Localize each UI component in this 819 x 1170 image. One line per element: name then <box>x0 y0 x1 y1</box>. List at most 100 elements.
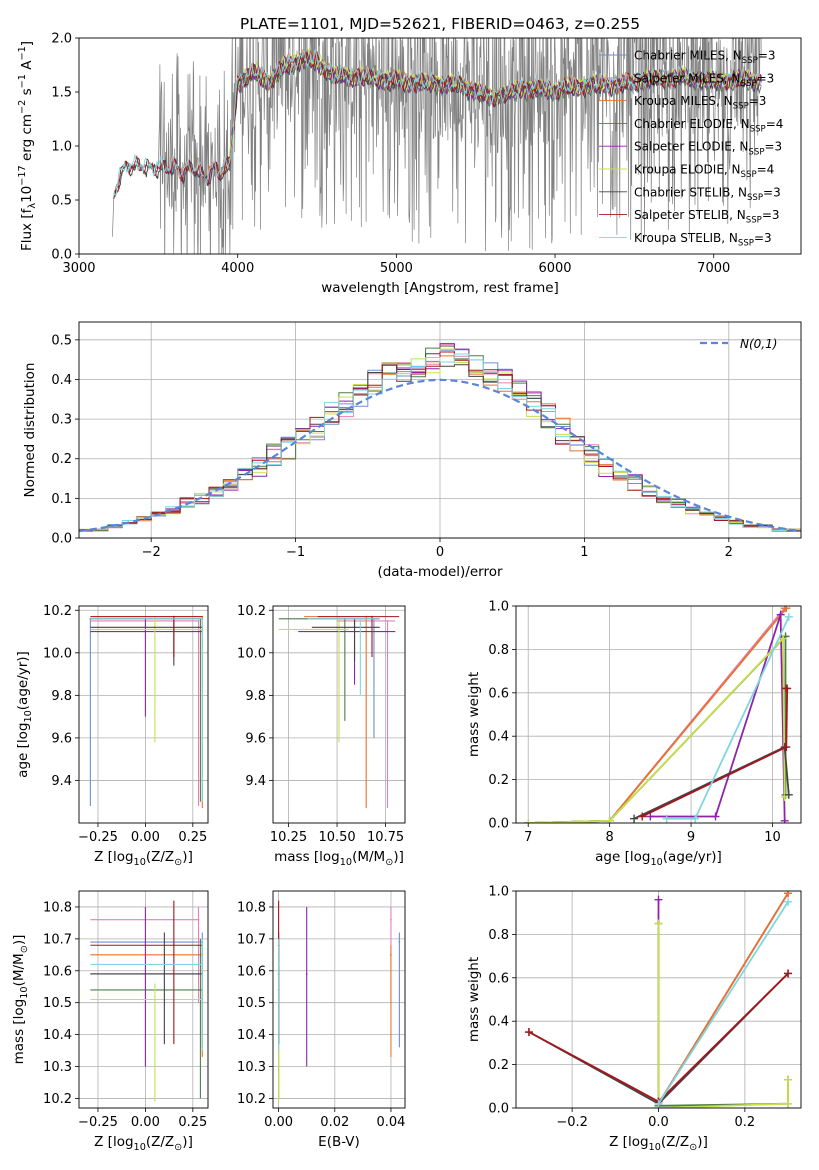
x-axis-label: (data-model)/error <box>377 564 503 580</box>
errorbar-point-9 <box>90 617 204 802</box>
model-spectrum-7 <box>113 52 762 197</box>
y-tick-label: 0.0 <box>51 248 72 263</box>
y-tick-label: 0.3 <box>51 413 72 428</box>
plus-marker <box>638 812 647 821</box>
y-tick-label: 0.5 <box>51 194 72 209</box>
plus-marker <box>784 790 793 799</box>
axes-age_vs_Z: −0.25 0.00 0.25 9.4 9.6 9.8 10.0 10.2 Z [log10(Z… <box>15 604 209 868</box>
axes-frame <box>78 605 209 824</box>
errorbar-point-8 <box>90 900 203 1045</box>
y-tick-label: 0.8 <box>488 928 509 943</box>
errorbar-point-9 <box>90 938 204 1051</box>
plus-marker <box>654 919 663 928</box>
legend-label: Salpeter STELIB, NSSP=3 <box>634 208 780 226</box>
errorbar-point-3 <box>90 945 204 1057</box>
massweight-line-4 <box>528 634 787 823</box>
x-tick-label: 0.00 <box>264 1115 293 1130</box>
y-axis-label: Normed distribution <box>22 363 38 498</box>
y-tick-label: 10.2 <box>237 604 266 619</box>
y-tick-label: 10.5 <box>43 996 72 1011</box>
legend-label: Salpeter MILES, NSSP=3 <box>634 71 774 89</box>
plus-marker <box>784 1099 793 1108</box>
y-tick-label: 10.8 <box>237 900 266 915</box>
plus-marker <box>776 610 785 619</box>
errorbar-point-5 <box>90 618 203 717</box>
y-tick-label: 9.4 <box>245 774 266 789</box>
plus-marker <box>662 814 671 823</box>
data-point <box>199 989 202 991</box>
plus-marker <box>605 816 614 823</box>
y-tick-label: 10.2 <box>43 604 72 619</box>
plus-marker <box>780 792 789 801</box>
axes-mass_vs_Z: −0.25 0.00 0.25 10.2 10.3 10.4 10.5 10.6 10.7 10.… <box>11 890 209 1153</box>
y-tick-label: 10.6 <box>237 964 266 979</box>
legend-label: N(0,1) <box>740 337 777 351</box>
y-tick-label: 0.6 <box>488 971 509 986</box>
x-tick-label: 10.75 <box>367 830 404 845</box>
y-tick-label: 10.4 <box>237 1028 266 1043</box>
plus-marker <box>782 684 791 693</box>
errorbar-point-9 <box>277 938 280 1051</box>
y-tick-label: 1.0 <box>488 885 509 900</box>
plot-area <box>90 900 204 1102</box>
x-tick-label: 6000 <box>538 261 571 276</box>
data-point <box>305 973 308 975</box>
y-tick-label: 10.3 <box>237 1060 266 1075</box>
legend-label: Salpeter ELODIE, NSSP=3 <box>634 140 782 158</box>
x-tick-label: 0 <box>436 545 444 560</box>
errorbar-point-6 <box>90 983 203 1102</box>
plus-marker <box>782 606 791 613</box>
plot-area <box>89 615 204 809</box>
plot-area <box>524 606 793 823</box>
x-tick-label: 9 <box>687 830 695 845</box>
plus-marker <box>779 634 788 643</box>
x-tick-label: 1 <box>580 545 588 560</box>
massweight-line-6 <box>528 636 786 823</box>
x-tick-label: 0.0 <box>648 1115 669 1130</box>
x-axis-label: Z [log10(Z/Z⊙)] <box>94 849 193 868</box>
plus-marker <box>784 612 793 621</box>
plus-marker <box>524 1028 533 1037</box>
errorbar-point-8 <box>90 615 203 658</box>
x-tick-label: 10.25 <box>270 830 307 845</box>
x-tick-label: −1 <box>286 545 305 560</box>
errorbar-point-2 <box>90 619 200 806</box>
y-tick-label: 10.2 <box>43 1092 72 1107</box>
axes-frame <box>272 890 406 1109</box>
y-tick-label: 0.4 <box>488 1015 509 1030</box>
legend-label: Kroupa MILES, NSSP=3 <box>634 94 766 112</box>
y-tick-label: 10.7 <box>237 932 266 947</box>
y-tick-label: 0.4 <box>488 730 509 745</box>
x-tick-label: −0.25 <box>78 830 118 845</box>
plus-marker <box>784 969 793 978</box>
massweight-line-5 <box>650 614 786 821</box>
x-tick-label: 3000 <box>62 261 95 276</box>
y-tick-label: 0.2 <box>488 773 509 788</box>
x-tick-label: −0.2 <box>556 1115 588 1130</box>
x-tick-label: 0.25 <box>178 830 207 845</box>
y-tick-label: 9.6 <box>51 731 72 746</box>
massweight-line-2 <box>528 607 786 823</box>
y-axis-label: age [log10(age/yr)] <box>15 651 34 778</box>
x-axis-label: age [log10(age/yr)] <box>595 849 722 868</box>
y-tick-label: 0.5 <box>51 333 72 348</box>
y-tick-label: 10.0 <box>43 646 72 661</box>
x-tick-label: 2 <box>725 545 733 560</box>
data-point <box>144 630 147 633</box>
axes-frame <box>515 890 802 1109</box>
y-tick-label: 1.0 <box>488 600 509 615</box>
plus-marker <box>780 816 789 823</box>
axes-frame <box>515 605 802 824</box>
x-axis-label: Z [log10(Z/Z⊙)] <box>609 1134 708 1153</box>
errorbar-point-1 <box>398 932 401 1048</box>
data-point <box>359 617 362 620</box>
plot-area <box>278 615 400 809</box>
data-point <box>197 619 200 622</box>
data-point <box>163 973 166 975</box>
plus-marker <box>654 895 663 904</box>
y-tick-label: 1.5 <box>51 86 72 101</box>
axes-age_vs_mass: 10.25 10.50 10.75 9.4 9.6 9.8 10.0 10.2 mass [lo… <box>237 604 406 868</box>
data-point <box>390 918 392 921</box>
data-point <box>172 615 175 618</box>
data-point <box>386 619 389 622</box>
